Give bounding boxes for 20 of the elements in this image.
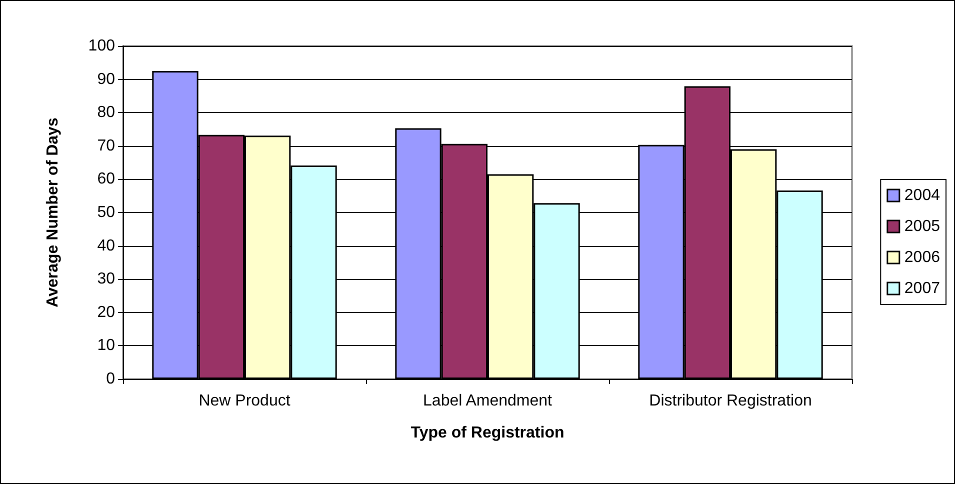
y-tick-label: 40 (97, 237, 116, 254)
y-tick-label: 80 (97, 104, 116, 122)
y-tick-label: 20 (97, 304, 116, 321)
legend-label: 2004 (904, 187, 940, 204)
y-tick-label: 100 (88, 38, 116, 54)
legend-label: 2005 (904, 218, 940, 235)
y-tick-label: 70 (97, 137, 116, 154)
legend-label: 2006 (904, 249, 940, 266)
y-tick-label: 30 (97, 270, 116, 288)
y-tick-label: 0 (106, 370, 116, 388)
y-tick-label: 50 (97, 204, 116, 221)
y-tick-label: 10 (97, 337, 116, 354)
legend-label: 2007 (904, 280, 940, 297)
y-tick-label: 90 (97, 70, 116, 88)
x-tick-label: Distributor Registration (649, 392, 812, 410)
x-tick-label: Label Amendment (423, 392, 553, 410)
x-tick-label: New Product (198, 392, 291, 410)
x-axis-title: Type of Registration (410, 424, 564, 442)
y-axis-title: Average Number of Days (44, 118, 62, 308)
y-tick-label: 60 (97, 170, 116, 188)
